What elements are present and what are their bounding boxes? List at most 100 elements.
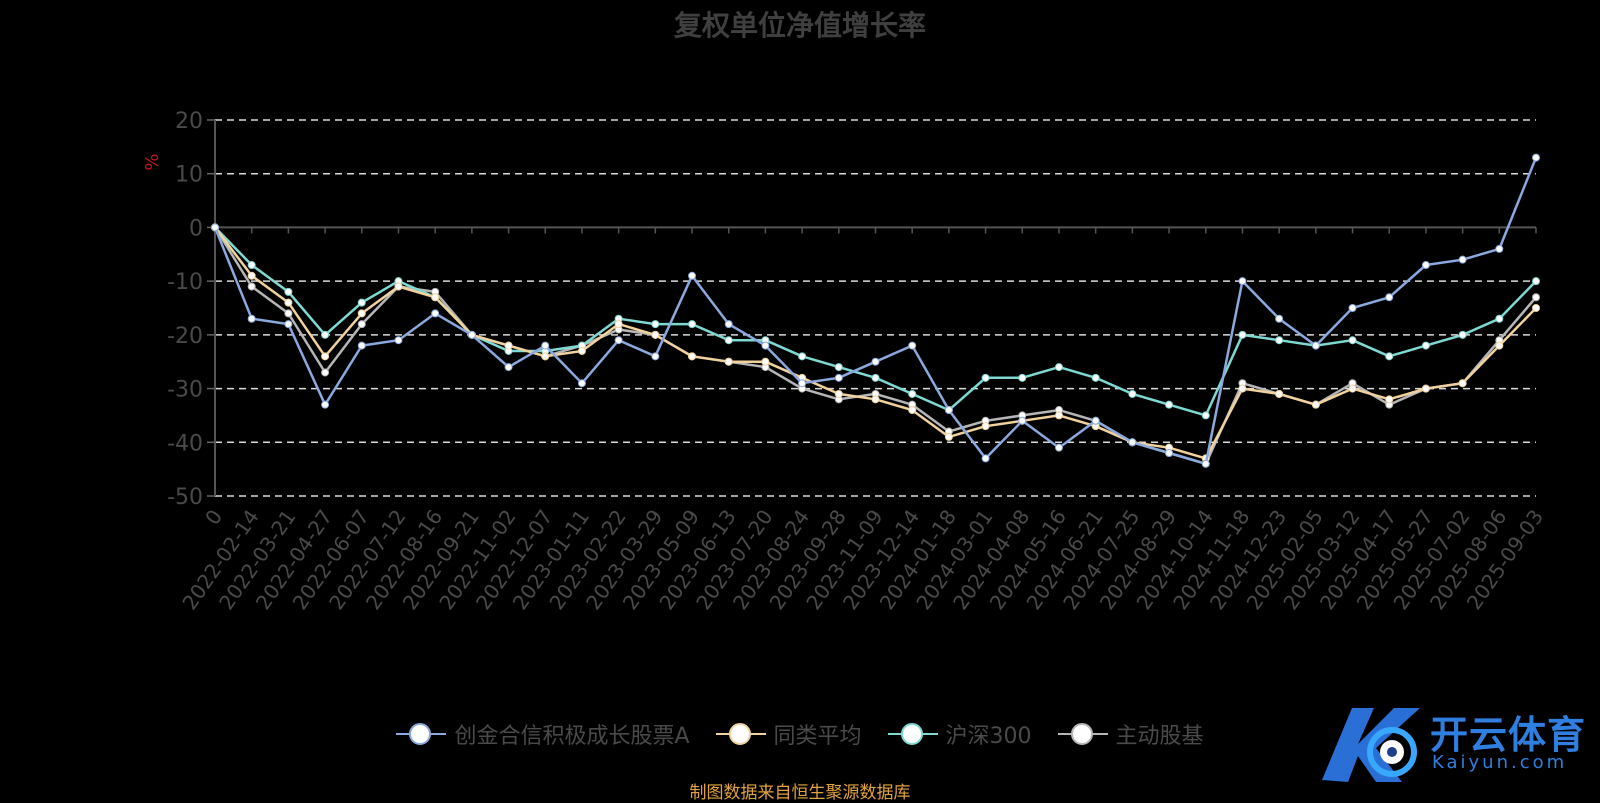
legend-label-peer-average: 同类平均 (773, 724, 862, 749)
data-point (1091, 416, 1100, 425)
data-point (761, 341, 770, 350)
legend-item-fund[interactable]: 创金合信积极成长股票A (396, 718, 690, 750)
brand-name-cn: 开云体育 (1430, 713, 1587, 757)
brand-name-en: Kaiyun.com (1432, 752, 1568, 773)
data-point (1385, 293, 1394, 302)
data-point (1348, 384, 1357, 393)
data-point (1165, 400, 1174, 409)
data-point (1018, 373, 1027, 382)
data-point (247, 314, 256, 323)
data-point (1054, 411, 1063, 420)
data-point (1018, 416, 1027, 425)
data-point (284, 298, 293, 307)
data-point (1348, 336, 1357, 345)
data-point (614, 336, 623, 345)
y-tick-label: -50 (167, 485, 203, 510)
data-point (1128, 438, 1137, 447)
data-point (357, 320, 366, 329)
data-point (724, 336, 733, 345)
data-point (1495, 341, 1504, 350)
data-point (981, 454, 990, 463)
data-point (871, 357, 880, 366)
data-point (357, 341, 366, 350)
legend-item-active-equity[interactable]: 主动股基 (1057, 718, 1204, 750)
data-point (834, 373, 843, 382)
data-point (1054, 363, 1063, 372)
data-point (357, 298, 366, 307)
data-point (871, 395, 880, 404)
data-point (284, 309, 293, 318)
data-point (908, 389, 917, 398)
data-point (504, 363, 513, 372)
legend-item-peer-average[interactable]: 同类平均 (715, 718, 862, 750)
data-point (724, 320, 733, 329)
data-source-note: 制图数据来自恒生聚源数据库 (689, 783, 911, 803)
data-point (688, 320, 697, 329)
data-point (321, 352, 330, 361)
legend-label-active-equity: 主动股基 (1115, 724, 1204, 749)
data-point (1532, 304, 1540, 312)
data-point (284, 287, 293, 296)
legend-swatch-fund (396, 722, 447, 746)
data-point (1421, 384, 1430, 393)
data-point (1458, 379, 1467, 388)
data-point (1458, 255, 1467, 264)
data-point (1238, 330, 1247, 339)
data-point (688, 271, 697, 280)
data-point (1421, 341, 1430, 350)
chart-title: 复权单位净值增长率 (673, 9, 926, 42)
data-point (467, 330, 476, 339)
y-tick-label: 0 (189, 216, 203, 241)
data-point (724, 357, 733, 366)
data-point (651, 330, 660, 339)
y-axis-label: % (142, 153, 163, 170)
data-point (504, 341, 513, 350)
data-point (1385, 395, 1394, 404)
data-point (651, 352, 660, 361)
y-tick-label: -10 (167, 270, 203, 295)
data-point (577, 379, 586, 388)
data-point (798, 352, 807, 361)
data-point (1458, 330, 1467, 339)
data-point (394, 282, 403, 291)
data-point (944, 406, 953, 415)
series-line-active-equity (213, 226, 1537, 466)
data-point (651, 320, 660, 329)
data-point (1201, 459, 1210, 468)
data-point (614, 320, 623, 329)
legend-item-csi300[interactable]: 沪深300 (887, 718, 1032, 750)
data-point (284, 320, 293, 329)
data-point (1385, 352, 1394, 361)
data-point (1091, 373, 1100, 382)
data-point (247, 282, 256, 291)
legend-swatch-peer-average (715, 722, 766, 746)
data-point (1054, 443, 1063, 452)
series-line-fund (213, 157, 1538, 466)
data-point (1532, 277, 1540, 286)
data-point (688, 352, 697, 361)
data-point (211, 223, 219, 232)
data-point (247, 271, 256, 280)
y-tick-label: -30 (167, 378, 203, 403)
data-point (394, 336, 403, 345)
y-tick-label: -40 (167, 431, 203, 456)
data-point (1275, 389, 1284, 398)
data-point (431, 309, 440, 318)
data-point (1275, 336, 1284, 345)
legend-swatch-active-equity (1057, 722, 1108, 746)
data-point (541, 341, 550, 350)
data-point (1495, 244, 1504, 253)
chart-legend: 创金合信积极成长股票A 同类平均 沪深300 主动股基 (0, 718, 1600, 750)
data-point (1238, 277, 1247, 286)
data-point (871, 373, 880, 382)
data-point (577, 346, 586, 355)
data-point (981, 373, 990, 382)
data-point (1128, 389, 1137, 398)
data-point (1495, 314, 1504, 323)
legend-label-csi300: 沪深300 (945, 724, 1032, 749)
data-point (1201, 411, 1210, 420)
data-point (761, 357, 770, 366)
brand-logo (1322, 708, 1420, 782)
data-point (798, 379, 807, 388)
data-point (908, 406, 917, 415)
